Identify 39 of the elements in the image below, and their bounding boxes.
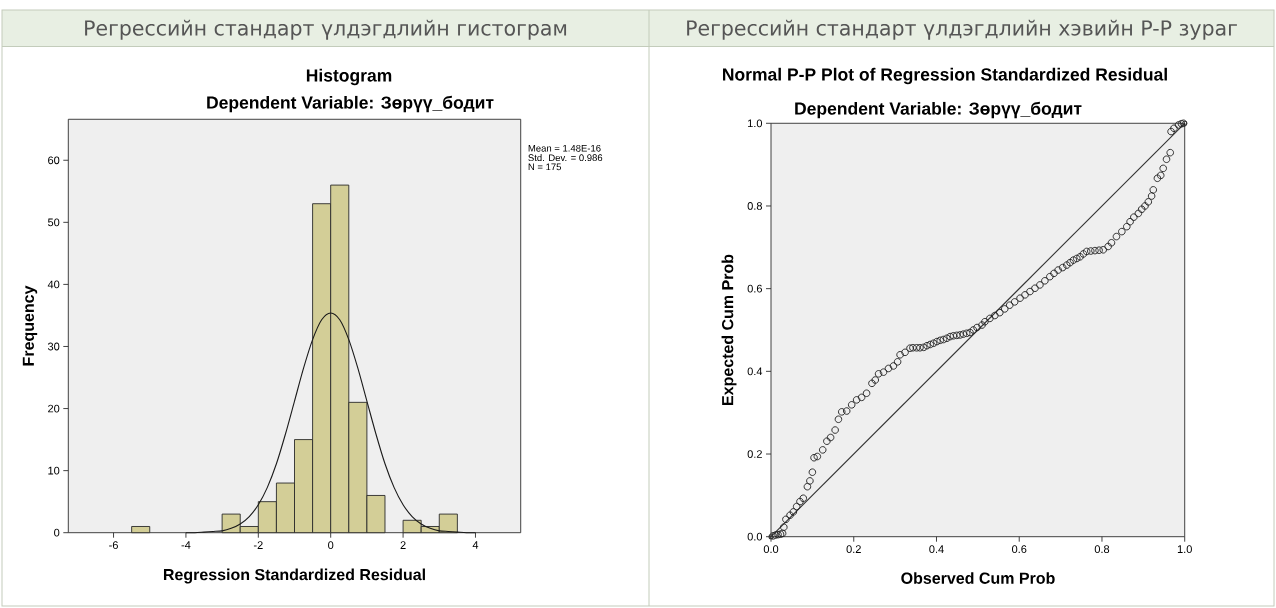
y-tick-label: 20 xyxy=(48,404,60,413)
x-tick-label: 0 xyxy=(328,541,334,550)
x-tick-label: -6 xyxy=(109,541,118,550)
y-tick-label: 0.8 xyxy=(747,202,762,210)
y-axis-title: Expected Cum Prob xyxy=(721,254,737,405)
chart-title: Normal P-P Plot of Regression Standardized Residual xyxy=(723,67,1167,85)
y-tick-label: 1.0 xyxy=(748,119,763,128)
text: Регрессийн стандарт үлдэгдлийн гистограм xyxy=(85,19,567,40)
y-tick-label: 10 xyxy=(48,466,60,475)
text: N = 175 xyxy=(528,163,562,171)
chart-subtitle: Dependent Variable: Зөрүү_бодит xyxy=(795,101,1082,119)
y-tick-label: 50 xyxy=(47,218,60,227)
y-tick-label: 30 xyxy=(47,342,60,351)
x-tick-label: 1.0 xyxy=(1177,545,1192,554)
x-tick-label: 0.2 xyxy=(846,545,861,554)
text: Std. Dev. = 0.986 xyxy=(528,154,603,162)
x-tick-label: -2 xyxy=(253,541,263,549)
x-tick-label: 0.0 xyxy=(763,545,779,554)
y-tick-label: 40 xyxy=(47,280,60,289)
x-tick-label: 0.4 xyxy=(929,545,944,554)
line-series xyxy=(185,312,477,534)
x-tick-label: 2 xyxy=(400,541,406,549)
y-tick-label: 0.0 xyxy=(747,532,763,541)
chart-title: Histogram xyxy=(306,68,392,86)
x-tick-label: 0.6 xyxy=(1012,545,1027,554)
y-tick-label: 60 xyxy=(48,156,60,165)
text: Регрессийн стандарт үлдэгдлийн хэвийн P-P зураг xyxy=(687,19,1237,40)
x-tick-label: 0.8 xyxy=(1094,545,1110,554)
x-axis-title: Regression Standardized Residual xyxy=(163,568,425,584)
y-tick-label: 0 xyxy=(54,528,60,537)
chart-subtitle: Dependent Variable: Зөрүү_бодит xyxy=(207,95,494,113)
text: Mean = 1.48E-16 xyxy=(528,144,601,152)
y-tick-label: 0.2 xyxy=(747,450,762,458)
x-axis-title: Observed Cum Prob xyxy=(901,572,1055,584)
x-tick-label: 4 xyxy=(472,541,479,549)
x-tick-label: -4 xyxy=(181,541,191,549)
y-tick-label: 0.6 xyxy=(747,284,762,293)
y-axis-title: Frequency xyxy=(22,285,38,366)
y-tick-label: 0.4 xyxy=(747,367,763,376)
